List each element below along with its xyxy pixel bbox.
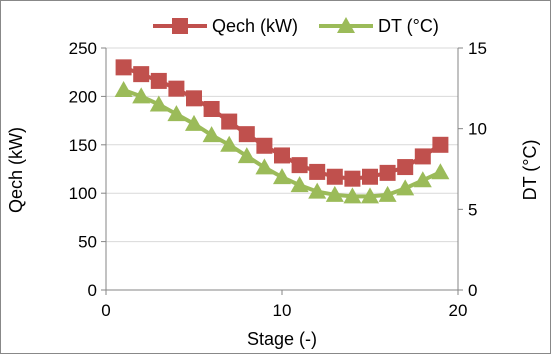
dt-point <box>149 95 168 112</box>
dt-point <box>308 182 327 199</box>
x-tick-label: 10 <box>273 301 292 320</box>
qech-point <box>344 170 361 187</box>
qech-point <box>291 157 308 174</box>
qech-point <box>168 80 185 97</box>
qech-point <box>362 168 378 185</box>
y2-tick-label: 0 <box>468 281 477 300</box>
legend-qech-label: Qech (kW) <box>212 16 298 36</box>
y-axis-right-ticks: 0 5 10 15 <box>458 39 487 300</box>
x-axis-ticks: 0 10 20 <box>101 290 467 320</box>
series-markers <box>114 59 450 204</box>
y-tick-label: 50 <box>78 233 97 252</box>
y-tick-label: 200 <box>69 87 97 106</box>
y-axis-right-label: DT (°C) <box>520 140 540 201</box>
dt-point <box>378 185 397 202</box>
y2-tick-label: 10 <box>468 120 487 139</box>
legend: Qech (kW) DT (°C) <box>153 16 439 36</box>
y-tick-label: 0 <box>88 281 97 300</box>
dt-point <box>325 185 344 202</box>
dt-point <box>202 126 221 143</box>
y-axis-left-ticks: 0 50 100 150 200 250 <box>69 39 106 300</box>
dt-point <box>255 158 274 175</box>
dt-point <box>185 114 203 131</box>
dt-point <box>167 105 186 122</box>
legend-qech-marker <box>172 18 188 34</box>
qech-point <box>221 113 238 130</box>
qech-point <box>238 126 255 143</box>
dt-point <box>290 176 309 193</box>
dt-point <box>237 147 256 164</box>
x-tick-label: 0 <box>101 301 110 320</box>
legend-dt-label: DT (°C) <box>378 16 439 36</box>
y-tick-label: 150 <box>69 136 97 155</box>
y2-tick-label: 5 <box>468 200 477 219</box>
dt-point <box>361 187 379 204</box>
qech-point <box>326 168 343 185</box>
dt-point <box>431 163 450 180</box>
dt-point <box>396 179 415 196</box>
qech-point <box>414 148 431 165</box>
dt-point <box>114 80 133 97</box>
qech-point <box>432 136 449 153</box>
qech-point <box>274 147 290 164</box>
dt-point <box>343 187 362 204</box>
x-tick-label: 20 <box>449 301 468 320</box>
legend-dt-marker <box>337 17 355 33</box>
y-tick-label: 100 <box>69 184 97 203</box>
qech-point <box>150 72 167 89</box>
qech-point <box>379 164 396 181</box>
qech-point <box>397 159 414 176</box>
qech-point <box>133 66 150 83</box>
dt-point <box>273 168 291 185</box>
dt-point <box>132 87 151 104</box>
dt-point <box>413 171 432 188</box>
x-axis-label: Stage (-) <box>247 329 317 349</box>
y-axis-left-label: Qech (kW) <box>6 127 26 213</box>
y2-tick-label: 15 <box>468 39 487 58</box>
qech-point <box>203 100 220 117</box>
qech-point <box>115 59 132 76</box>
qech-point <box>309 163 326 180</box>
qech-point <box>186 90 202 107</box>
qech-point <box>256 137 273 154</box>
y-tick-label: 250 <box>69 39 97 58</box>
dt-point <box>220 135 239 152</box>
